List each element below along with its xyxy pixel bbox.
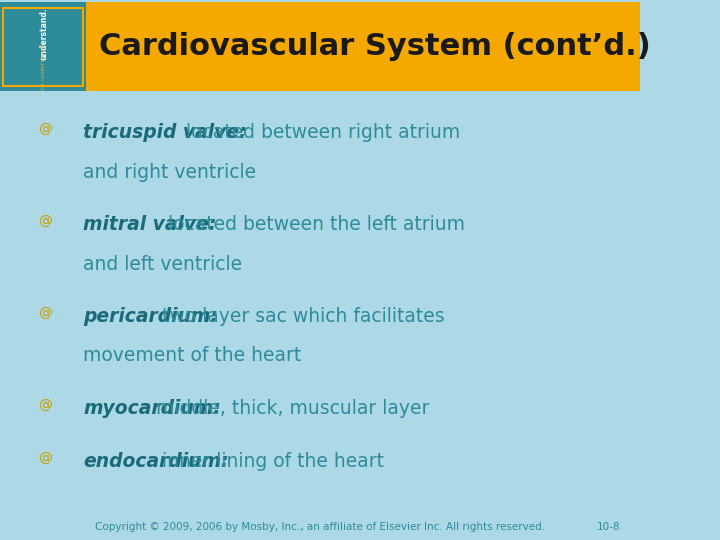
Text: @: @ [38,215,52,230]
Text: middle, thick, muscular layer: middle, thick, muscular layer [150,399,429,418]
Text: mitral valve:: mitral valve: [84,215,217,234]
Text: 10-8: 10-8 [597,522,621,532]
FancyBboxPatch shape [0,2,640,91]
Text: and left ventricle: and left ventricle [84,254,243,274]
Text: myocardium:: myocardium: [84,399,221,418]
Text: @: @ [38,452,52,466]
Text: be understood.: be understood. [41,42,46,90]
Text: and right ventricle: and right ventricle [84,163,256,181]
Text: located between the left atrium: located between the left atrium [162,215,465,234]
Text: tricuspid valve:: tricuspid valve: [84,123,247,143]
Text: @: @ [38,399,52,413]
Text: Copyright © 2009, 2006 by Mosby, Inc., an affiliate of Elsevier Inc. All rights : Copyright © 2009, 2006 by Mosby, Inc., a… [95,522,545,532]
Text: inner lining of the heart: inner lining of the heart [156,452,384,471]
FancyBboxPatch shape [3,8,84,86]
Text: movement of the heart: movement of the heart [84,347,302,366]
Text: located between right atrium: located between right atrium [181,123,461,143]
Text: @: @ [38,307,52,321]
Text: two layer sac which facilitates: two layer sac which facilitates [156,307,445,326]
Text: endocardium:: endocardium: [84,452,229,471]
Text: @: @ [38,123,52,137]
Text: understand.: understand. [39,7,48,60]
Text: pericardium:: pericardium: [84,307,218,326]
Text: Cardiovascular System (cont’d.): Cardiovascular System (cont’d.) [99,32,651,61]
FancyBboxPatch shape [0,2,86,91]
